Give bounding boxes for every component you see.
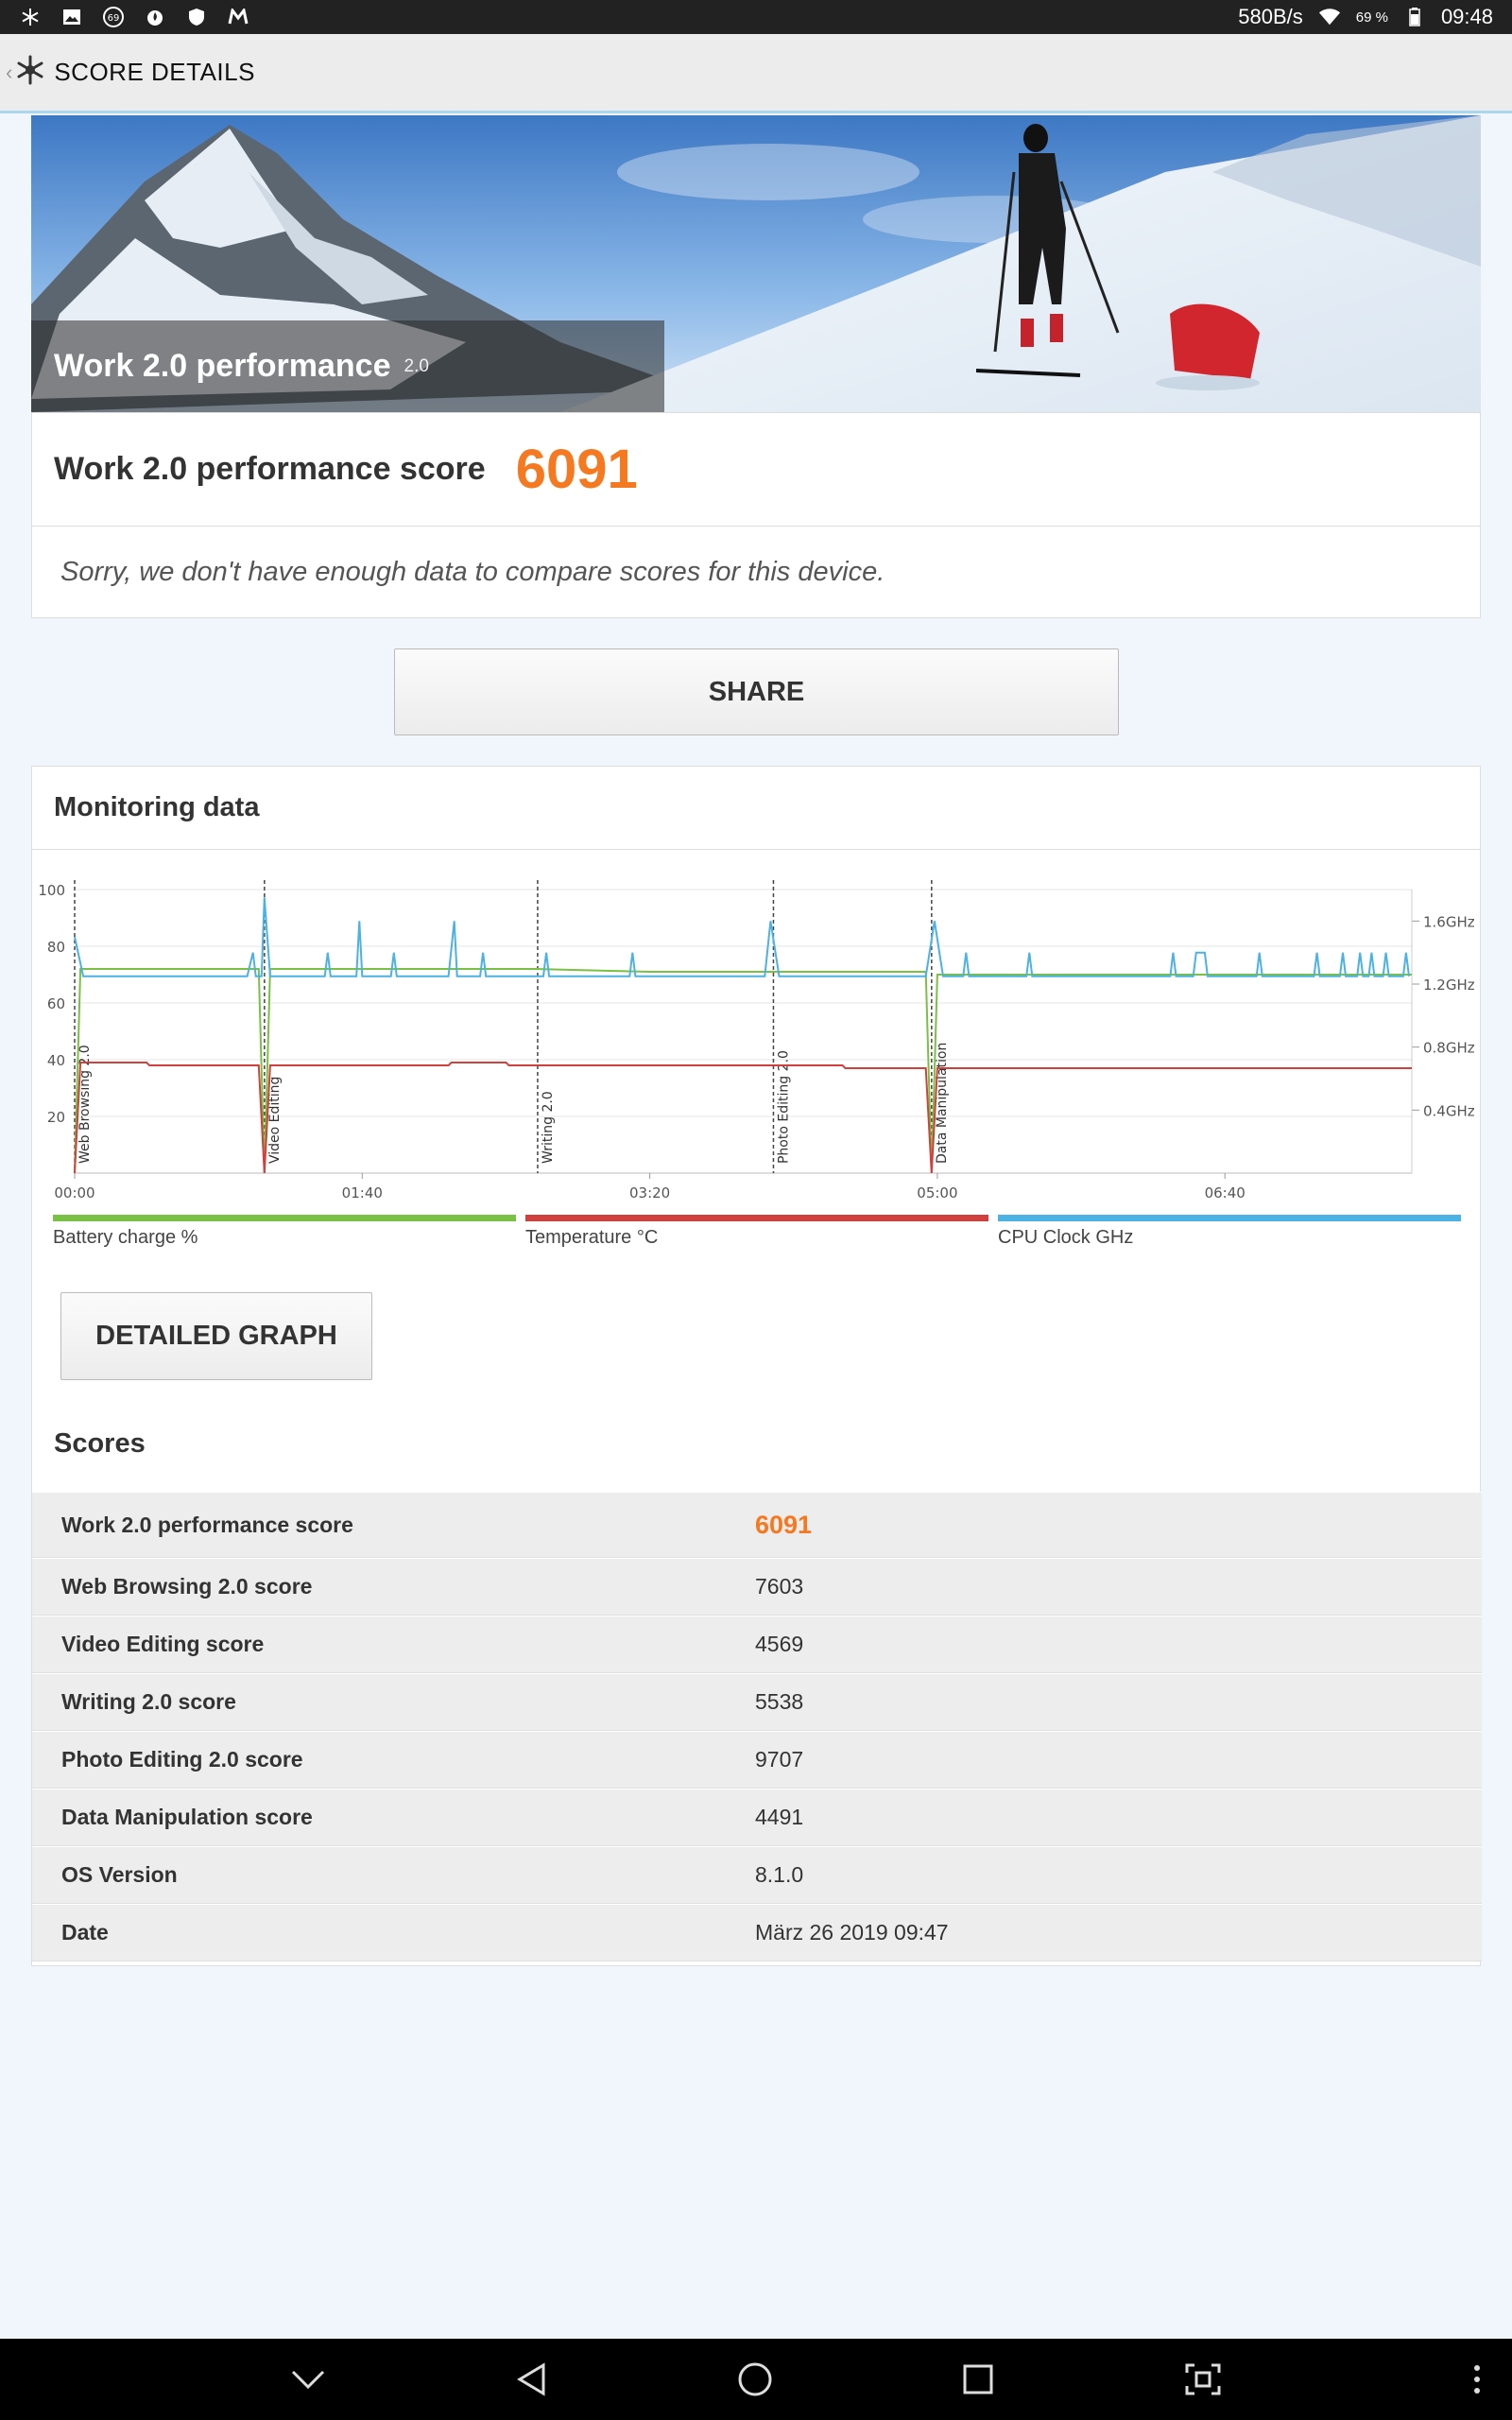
score-row-value: März 26 2019 09:47 [755, 1920, 949, 1945]
battery-percent: 69 % [1355, 9, 1388, 26]
more-icon[interactable] [1455, 2358, 1499, 2401]
score-row-value: 9707 [755, 1747, 804, 1772]
table-row: Writing 2.0 score 5538 [32, 1673, 1482, 1731]
table-row: Web Browsing 2.0 score 7603 [32, 1558, 1482, 1616]
score-row-label: Date [61, 1920, 109, 1945]
hero-banner: Work 2.0 performance 2.0 [31, 115, 1481, 412]
score-row-value: 4569 [755, 1632, 804, 1656]
legend-cpu-swatch [998, 1215, 1461, 1221]
legend-temperature-label: Temperature °C [525, 1227, 659, 1248]
hero-title: Work 2.0 performance [54, 348, 391, 384]
y-tick-label: 100 [38, 882, 65, 899]
chart-legend: Battery charge % Temperature °C CPU Cloc… [53, 1215, 1461, 1249]
m-app-icon [227, 6, 249, 28]
legend-temperature: Temperature °C [525, 1215, 988, 1249]
series-line [74, 968, 1412, 1174]
table-row: Video Editing score 4569 [32, 1616, 1482, 1673]
legend-cpu-label: CPU Clock GHz [998, 1227, 1134, 1248]
monitoring-chart-svg: 100 80 60 40 20 1.6GHz 1.2GHz 0.8GHz 0.4GHz 00:00… [38, 880, 1475, 1201]
network-speed: 580B/s [1238, 5, 1303, 28]
table-row: Date März 26 2019 09:47 [32, 1904, 1482, 1962]
y-right-tick-label: 1.2GHz [1423, 977, 1475, 994]
y-right-tick-label: 1.6GHz [1423, 913, 1475, 930]
y-right-tick-label: 0.4GHz [1423, 1102, 1475, 1119]
table-row: Data Manipulation score 4491 [32, 1789, 1482, 1846]
wifi-icon [1318, 6, 1341, 28]
back-icon[interactable] [510, 2358, 554, 2401]
back-chevron-icon[interactable]: ‹ [6, 60, 13, 84]
x-tick-label: 03:20 [629, 1184, 670, 1201]
table-row: Work 2.0 performance score 6091 [32, 1492, 1482, 1558]
flame-icon [144, 6, 166, 28]
phase-marker-label: Photo Editing 2.0 [776, 1050, 791, 1164]
score-row-value: 4491 [755, 1805, 804, 1829]
y-tick-label: 40 [47, 1052, 65, 1069]
score-row-value: 6091 [755, 1510, 813, 1539]
app-logo-icon[interactable] [14, 54, 46, 91]
screenshot-icon[interactable] [1181, 2358, 1225, 2401]
app-bar: ‹ SCORE DETAILS [0, 34, 1512, 113]
y-right-tick-label: 0.8GHz [1423, 1040, 1475, 1057]
score-row-label: Web Browsing 2.0 score [61, 1574, 313, 1599]
recents-icon[interactable] [956, 2358, 1000, 2401]
score-row-value: 5538 [755, 1689, 804, 1714]
monitoring-card: Monitoring data 100 80 60 40 20 1.6GHz 1.2GHz 0… [31, 766, 1482, 1966]
legend-battery-swatch [53, 1215, 516, 1221]
notification-69-icon: 69 [102, 6, 125, 28]
phase-marker-label: Video Editing [267, 1077, 283, 1164]
battery-icon [1403, 6, 1426, 28]
x-tick-label: 05:00 [917, 1184, 957, 1201]
table-row: OS Version 8.1.0 [32, 1846, 1482, 1904]
score-row-value: 8.1.0 [755, 1862, 804, 1887]
monitoring-chart: 100 80 60 40 20 1.6GHz 1.2GHz 0.8GHz 0.4GHz 00:00… [32, 861, 1482, 1201]
legend-temperature-swatch [525, 1215, 988, 1221]
app-bar-title: SCORE DETAILS [54, 58, 255, 86]
chevron-down-icon[interactable] [286, 2358, 330, 2401]
score-row-label: Video Editing score [61, 1632, 265, 1656]
svg-text:69: 69 [108, 13, 120, 24]
y-tick-label: 20 [47, 1109, 65, 1126]
phase-marker-label: Data Manipulation [935, 1043, 950, 1164]
phase-marker-label: Writing 2.0 [541, 1091, 556, 1164]
hero-caption: Work 2.0 performance 2.0 [31, 320, 664, 412]
score-row-label: Writing 2.0 score [61, 1689, 236, 1714]
score-row-value: 7603 [755, 1574, 804, 1599]
legend-battery-label: Battery charge % [53, 1227, 198, 1248]
score-row-label: Photo Editing 2.0 score [61, 1747, 303, 1772]
y-tick-label: 80 [47, 939, 65, 956]
scores-title: Scores [54, 1428, 146, 1459]
legend-battery: Battery charge % [53, 1215, 516, 1249]
clock: 09:48 [1440, 5, 1493, 28]
shield-icon [185, 6, 208, 28]
series-line [74, 897, 1410, 977]
phase-marker-label: Web Browsing 2.0 [77, 1045, 93, 1164]
score-label: Work 2.0 performance score [54, 451, 486, 487]
detailed-graph-button[interactable]: DETAILED GRAPH [60, 1292, 372, 1380]
x-tick-label: 00:00 [54, 1184, 94, 1201]
score-row-label: Work 2.0 performance score [61, 1512, 353, 1537]
share-button[interactable]: SHARE [394, 648, 1119, 735]
skier-figure [975, 124, 1260, 390]
score-row-label: Data Manipulation score [61, 1805, 313, 1829]
status-bar: 69 580B/s 69 % 09:48 [0, 0, 1512, 34]
series-line [74, 1062, 1412, 1174]
monitoring-title: Monitoring data [32, 767, 1480, 850]
home-icon[interactable] [733, 2358, 777, 2401]
image-icon [60, 6, 83, 28]
navigation-bar [0, 2339, 1512, 2420]
scores-table: Work 2.0 performance score 6091 Web Brow… [32, 1492, 1482, 1962]
score-value: 6091 [515, 439, 638, 500]
snowflake-icon [19, 6, 42, 28]
x-tick-label: 06:40 [1205, 1184, 1246, 1201]
hero-version: 2.0 [404, 355, 429, 376]
table-row: Photo Editing 2.0 score 9707 [32, 1731, 1482, 1789]
compare-message: Sorry, we don't have enough data to comp… [60, 556, 885, 587]
legend-cpu: CPU Clock GHz [998, 1215, 1461, 1249]
y-tick-label: 60 [47, 995, 65, 1012]
score-card: Work 2.0 performance score 6091 Sorry, w… [31, 412, 1481, 618]
score-row: Work 2.0 performance score 6091 [32, 413, 1480, 527]
score-row-label: OS Version [61, 1862, 178, 1887]
x-tick-label: 01:40 [342, 1184, 383, 1201]
